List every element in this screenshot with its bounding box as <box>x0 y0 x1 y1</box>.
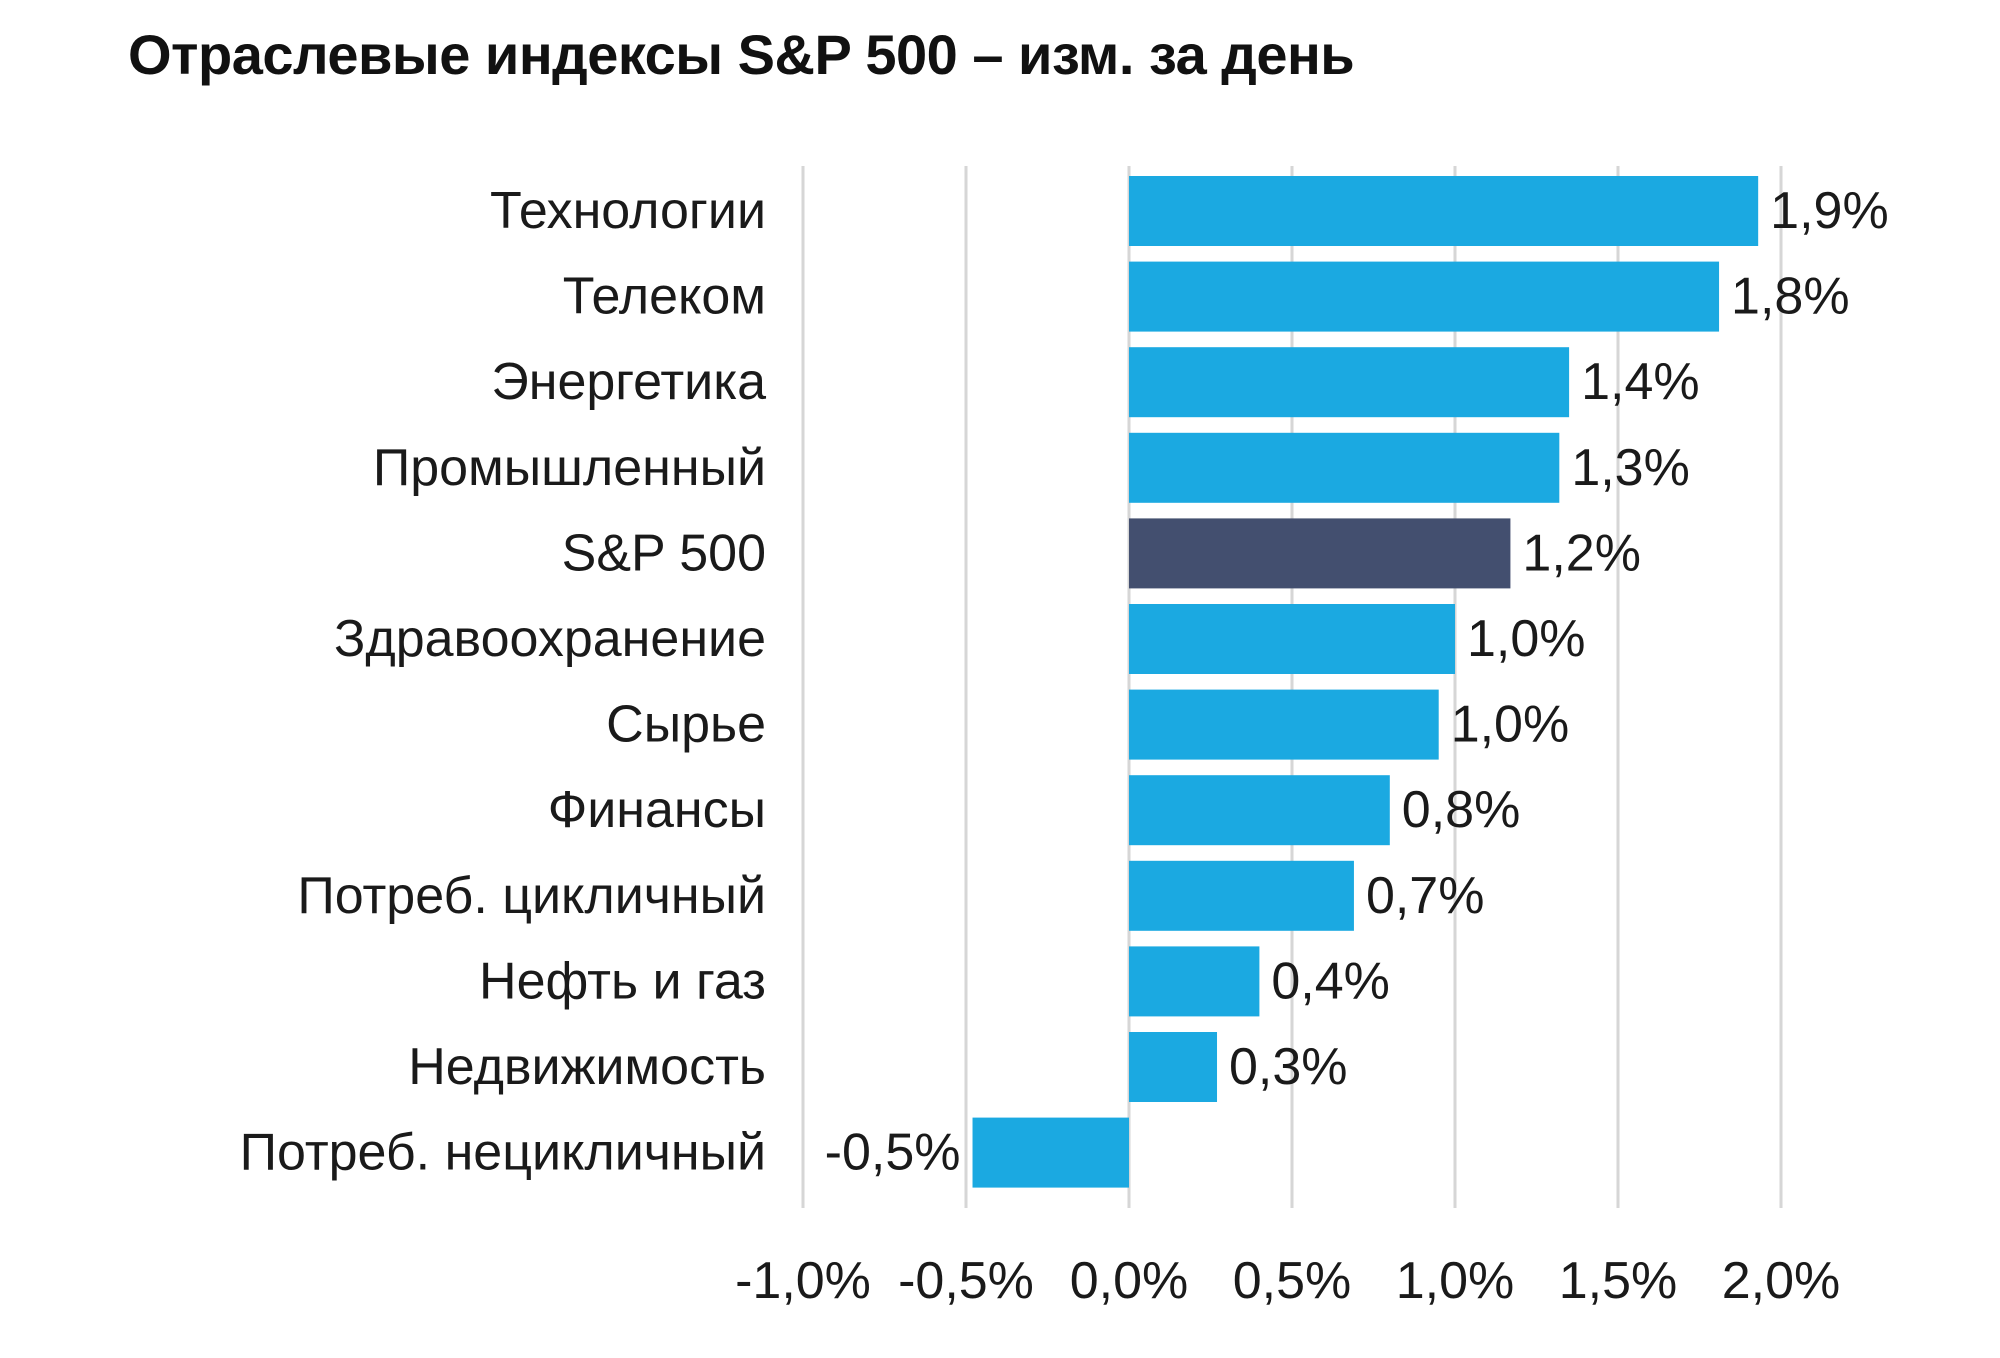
bar-8 <box>1129 860 1354 931</box>
data-label: 1,8% <box>1731 268 1850 326</box>
x-tick-label: 1,0% <box>1396 1252 1515 1310</box>
category-label: Потреб. цикличный <box>297 867 766 925</box>
bar-0 <box>1129 176 1759 246</box>
category-label: Потреб. нецикличный <box>240 1124 766 1182</box>
bar-2 <box>1129 347 1570 418</box>
x-tick-label: 1,5% <box>1559 1252 1678 1310</box>
category-label: Энергетика <box>491 353 766 411</box>
category-label: Здравоохранение <box>334 610 766 668</box>
data-label: 0,7% <box>1366 867 1485 925</box>
data-label: 0,8% <box>1402 781 1521 839</box>
x-tick-label: 0,0% <box>1070 1252 1189 1310</box>
bar-10 <box>1129 1032 1218 1102</box>
data-label: -0,5% <box>825 1124 961 1182</box>
chart-title: Отраслевые индексы S&P 500 – изм. за ден… <box>128 23 1355 86</box>
category-label: Сырье <box>606 696 766 754</box>
x-tick-label: -1,0% <box>735 1252 871 1310</box>
bar-1 <box>1129 261 1720 332</box>
x-tick-label: -0,5% <box>898 1252 1034 1310</box>
bar-11 <box>972 1117 1129 1188</box>
bar-6 <box>1129 689 1439 760</box>
data-label: 1,2% <box>1522 524 1641 582</box>
bar-9 <box>1129 946 1260 1017</box>
data-label: 0,4% <box>1271 952 1390 1010</box>
bar-3 <box>1129 432 1560 503</box>
category-label: Телеком <box>563 268 766 326</box>
bar-7 <box>1129 775 1390 846</box>
data-label: 0,3% <box>1229 1038 1348 1096</box>
x-tick-label: 2,0% <box>1722 1252 1841 1310</box>
data-label: 1,0% <box>1467 610 1586 668</box>
category-label: Промышленный <box>373 439 766 497</box>
category-label: S&P 500 <box>562 524 766 582</box>
data-label: 1,4% <box>1581 353 1700 411</box>
category-label: Недвижимость <box>408 1038 766 1096</box>
category-label: Нефть и газ <box>479 952 766 1010</box>
data-label: 1,9% <box>1770 182 1889 240</box>
data-label: 1,3% <box>1571 439 1690 497</box>
category-label: Технологии <box>490 182 766 240</box>
bar-4 <box>1129 518 1511 589</box>
bar-5 <box>1129 604 1455 674</box>
x-tick-label: 0,5% <box>1233 1252 1352 1310</box>
category-label: Финансы <box>548 781 766 839</box>
data-label: 1,0% <box>1451 696 1570 754</box>
